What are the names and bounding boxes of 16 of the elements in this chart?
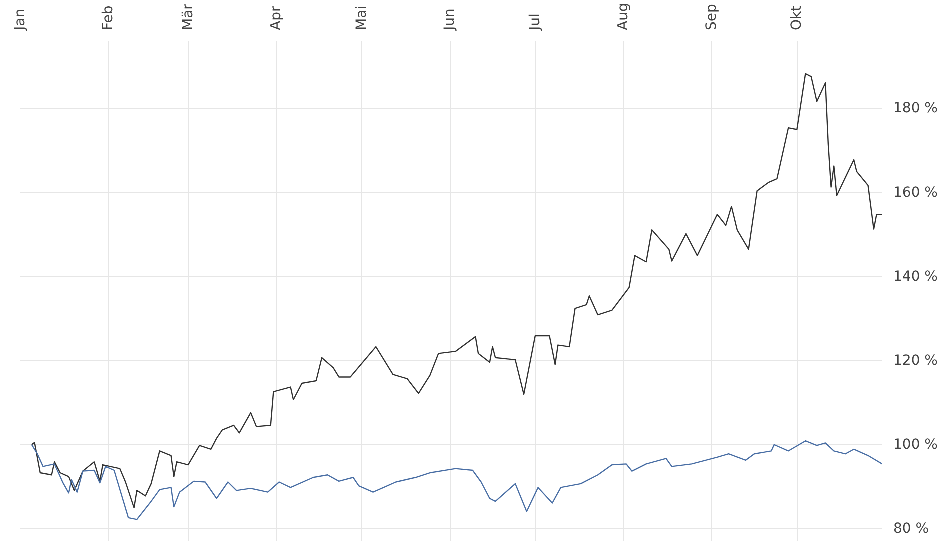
x-tick-label: Mär [180, 4, 196, 30]
x-tick-label: Jan [12, 8, 28, 32]
x-tick-label: Sep [704, 4, 720, 30]
x-tick-label: Jul [527, 14, 544, 32]
x-tick-label: Aug [616, 3, 632, 30]
x-tick-label: Okt [789, 5, 806, 30]
y-tick-label: 120 % [894, 352, 938, 369]
y-tick-label: 180 % [894, 100, 938, 117]
x-tick-label: Jun [442, 8, 458, 32]
y-tick-label: 140 % [894, 268, 938, 285]
y-tick-label: 80 % [894, 520, 930, 537]
x-tick-label: Feb [100, 6, 117, 30]
x-tick-label: Apr [268, 6, 285, 30]
y-tick-label: 100 % [894, 436, 938, 453]
y-tick-label: 160 % [894, 184, 938, 201]
x-tick-label: Mai [354, 6, 370, 30]
